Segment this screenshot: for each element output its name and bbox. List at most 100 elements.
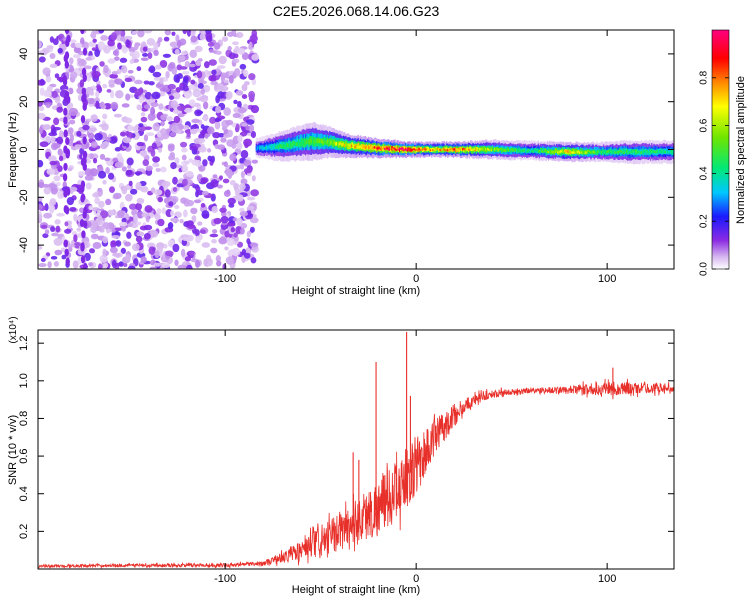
heatmap-noise-cell [56, 136, 64, 145]
heatmap-ridge-cell [542, 150, 544, 153]
heatmap-ridge-cell [442, 147, 444, 150]
heatmap-ridge-cell [655, 150, 658, 154]
heatmap-noise-cell [199, 229, 206, 234]
heatmap-noise-cell [131, 126, 140, 132]
heatmap-ridge-cell [410, 149, 412, 152]
heatmap-noise-cell [181, 147, 188, 153]
colorbar-gradient [711, 29, 730, 270]
heatmap-noise-cell [122, 137, 132, 144]
heatmap-noise-cell [102, 113, 108, 120]
heatmap-noise-cell [180, 50, 188, 56]
heatmap-ridge-cell [449, 148, 451, 151]
heatmap-noise-cell [119, 57, 128, 63]
heatmap-ridge-cell [381, 147, 384, 150]
heatmap-noise-cell [43, 212, 53, 219]
heatmap-noise-cell [232, 58, 240, 64]
heatmap-noise-cell [235, 165, 242, 170]
heatmap-ridge-cell [566, 150, 568, 153]
heatmap-noise-cell [108, 136, 118, 144]
heatmap-ridge-cell [553, 150, 556, 153]
heatmap-ridge-cell [546, 150, 549, 153]
heatmap-noise-cell [99, 254, 108, 263]
heatmap-ridge-cell [291, 142, 293, 147]
heatmap-noise-cell [159, 77, 164, 85]
heatmap-noise-cell [67, 167, 73, 172]
heatmap-noise-cell [249, 34, 258, 43]
heatmap-ridge-cell [362, 146, 364, 149]
heatmap-noise-cell [67, 127, 74, 135]
heatmap-noise-cell [168, 61, 176, 70]
heatmap-ridge-cell [302, 139, 305, 145]
heatmap-noise-cell [90, 30, 97, 40]
heatmap-noise-cell [201, 210, 210, 219]
heatmap-ridge-cell [301, 139, 303, 145]
heatmap-ridge-cell [458, 147, 460, 150]
heatmap-noise-cell [97, 170, 107, 179]
heatmap-ridge-cell [403, 149, 405, 152]
heatmap-noise-cell [72, 54, 81, 59]
heatmap-ridge-cell [368, 146, 370, 150]
heatmap-noise-cell [139, 146, 146, 150]
heatmap-noise-cell [186, 30, 192, 37]
heatmap-ridge-cell [458, 147, 460, 152]
heatmap-ridge-cell [555, 149, 558, 152]
heatmap-noise-cell [201, 242, 211, 248]
heatmap-noise-cell [56, 212, 65, 217]
heatmap-noise-cell [235, 90, 244, 96]
heatmap-noise-cell [58, 130, 64, 139]
heatmap-ridge-cell [649, 149, 652, 153]
heatmap-streak-cell [65, 148, 71, 157]
heatmap-noise-cell [56, 106, 64, 113]
heatmap-noise-cell [115, 90, 124, 99]
heatmap-ridge-cell [672, 151, 674, 155]
heatmap-noise-cell [94, 48, 101, 58]
heatmap-noise-cell [110, 32, 118, 41]
heatmap-noise-cell [190, 207, 198, 215]
heatmap-ridge-cell [287, 143, 290, 148]
heatmap-noise-cell [105, 167, 110, 174]
heatmap-ridge-cell [643, 149, 645, 153]
heatmap-ridge-cell [660, 150, 662, 154]
heatmap-ridge-cell [668, 150, 670, 154]
heatmap-noise-cell [237, 47, 246, 55]
heatmap-noise-cell [115, 240, 122, 247]
heatmap-ridge-cell [480, 147, 482, 151]
heatmap-ridge-cell [260, 146, 262, 152]
heatmap-ridge-cell [305, 140, 307, 145]
heatmap-noise-cell [67, 243, 76, 248]
heatmap-noise-cell [144, 126, 152, 131]
heatmap-noise-cell [179, 66, 188, 70]
heatmap-ridge-cell [504, 149, 506, 152]
heatmap-noise-cell [53, 261, 60, 267]
heatmap-noise-cell [126, 157, 134, 166]
heatmap-ridge-cell [654, 150, 656, 154]
heatmap-ridge-cell [507, 148, 510, 152]
heatmap-ridge-cell [475, 148, 478, 151]
heatmap-ridge-cell [659, 149, 661, 153]
heatmap-ridge-cell [473, 148, 475, 151]
heatmap-noise-cell [236, 217, 243, 226]
heatmap-ridge-cell [425, 148, 427, 151]
heatmap-noise-cell [42, 124, 52, 130]
heatmap-noise-cell [206, 148, 212, 153]
heatmap-noise-cell [236, 194, 244, 202]
heatmap-noise-cell [130, 188, 138, 195]
heatmap-ridge-cell [283, 144, 285, 149]
heatmap-ridge-cell [512, 149, 514, 152]
heatmap-noise-cell [85, 182, 92, 190]
heatmap-ridge-cell [562, 150, 565, 153]
heatmap-streak-cell [82, 136, 87, 145]
heatmap-ridge-cell [263, 146, 266, 150]
heatmap-noise-cell [250, 189, 259, 197]
heatmap-ridge-cell [612, 151, 614, 154]
heatmap-ridge-cell [329, 139, 331, 144]
heatmap-ridge-cell [529, 149, 531, 152]
heatmap-streak-cell [80, 158, 86, 167]
heatmap-ridge-cell [482, 149, 484, 152]
heatmap-ridge-cell [490, 149, 492, 152]
heatmap-noise-cell [186, 128, 191, 138]
heatmap-ridge-cell [586, 150, 589, 153]
heatmap-ridge-cell [330, 140, 332, 145]
heatmap-noise-cell [127, 222, 133, 228]
heatmap-noise-cell [52, 184, 58, 189]
